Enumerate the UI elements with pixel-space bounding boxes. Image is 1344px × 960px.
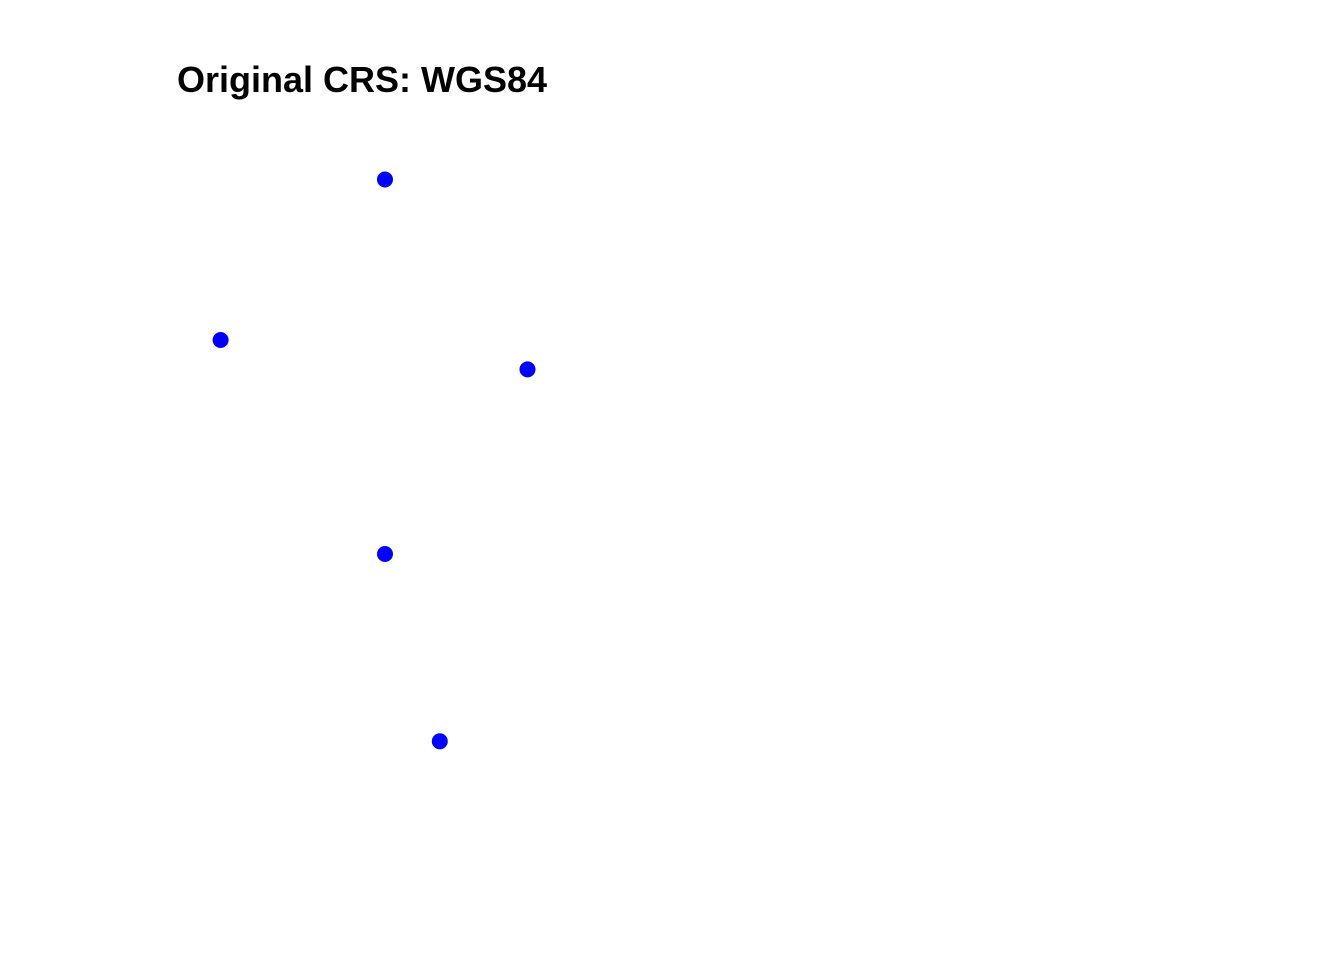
scatter-point bbox=[377, 546, 393, 562]
chart-title: Original CRS: WGS84 bbox=[177, 59, 548, 100]
scatter-point bbox=[431, 733, 448, 750]
scatter-point bbox=[377, 171, 393, 188]
scatter-point bbox=[212, 332, 229, 348]
scatter-point bbox=[519, 361, 536, 378]
